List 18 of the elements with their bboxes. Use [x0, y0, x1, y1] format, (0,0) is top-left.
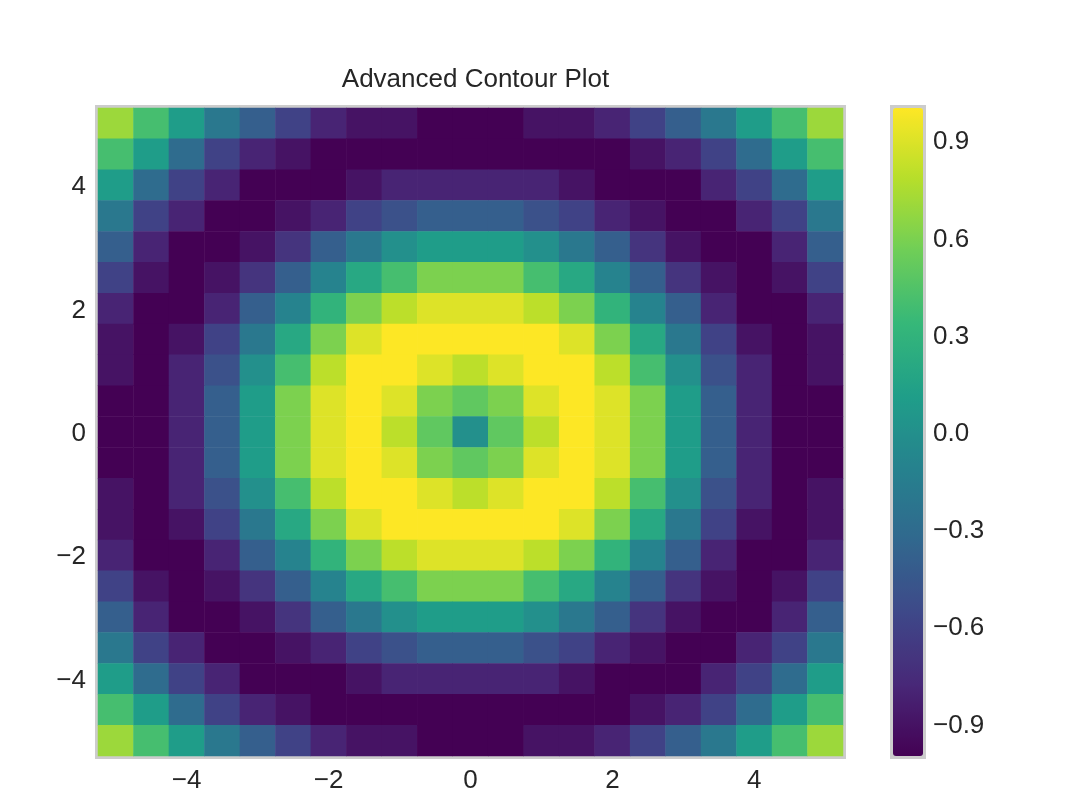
x-tick-label: 0	[463, 764, 478, 794]
color-bar-label: 0.0	[933, 417, 970, 447]
x-tick-label: 2	[605, 764, 620, 794]
y-tick-label: 4	[71, 170, 86, 201]
chart-title: Advanced Contour Plot	[341, 63, 610, 93]
y-tick-label: 2	[71, 293, 86, 324]
y-tick-label: −4	[56, 663, 86, 694]
color-bar-label: 0.9	[933, 125, 970, 156]
color-bar-label: 0.6	[933, 222, 970, 253]
color-bar-label: −0.6	[933, 611, 985, 642]
x-tick-label: 4	[747, 764, 762, 794]
color-bar-label: −0.3	[933, 514, 985, 545]
y-tick-label: 0	[71, 417, 86, 447]
x-tick-label: −2	[313, 764, 344, 794]
x-tick-label: −4	[171, 764, 202, 794]
color-bar-label: −0.9	[933, 708, 985, 739]
y-tick-label: −2	[56, 540, 86, 571]
color-bar-label: 0.3	[933, 319, 970, 350]
